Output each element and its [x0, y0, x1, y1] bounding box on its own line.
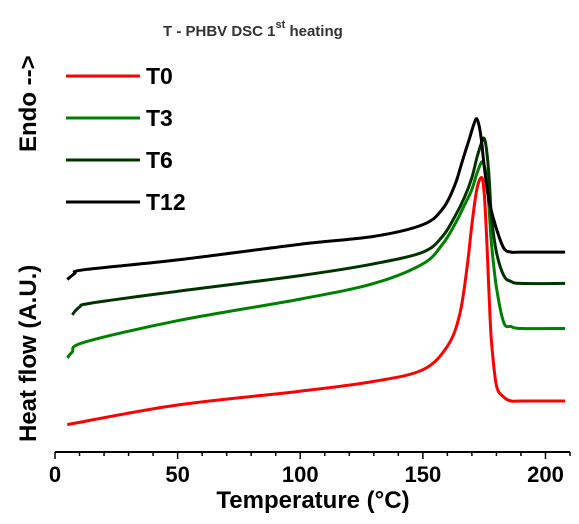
- series-line-t0: [67, 176, 566, 427]
- x-tick-label-50: 50: [165, 462, 189, 487]
- title: T - PHBV DSC 1st heating: [163, 19, 343, 40]
- legend-label-t0: T0: [146, 63, 173, 89]
- series-layer: [66, 117, 566, 427]
- x-tick-label-100: 100: [282, 462, 319, 487]
- endo-annotation: Endo -->: [15, 55, 42, 152]
- x-tick-label-0: 0: [49, 462, 61, 487]
- series-line-t6: [71, 136, 566, 316]
- x-tick-label-200: 200: [527, 462, 564, 487]
- legend-label-t3: T3: [146, 105, 173, 131]
- y-axis-label-group: Heat flow (A.U.) Endo -->: [15, 55, 42, 442]
- legend-label-t6: T6: [146, 147, 173, 173]
- legend-label-t12: T12: [146, 189, 186, 215]
- x-axis: 0 50 100 150 200: [49, 451, 571, 487]
- chart-title: T - PHBV DSC 1st heating: [163, 19, 343, 40]
- legend: T0 T3 T6 T12: [66, 63, 186, 215]
- x-axis-label: Temperature (°C): [216, 487, 409, 514]
- series-line-t3: [66, 160, 566, 359]
- y-axis-label: Heat flow (A.U.): [15, 265, 42, 442]
- series-line-t12: [66, 117, 566, 281]
- x-tick-label-150: 150: [404, 462, 441, 487]
